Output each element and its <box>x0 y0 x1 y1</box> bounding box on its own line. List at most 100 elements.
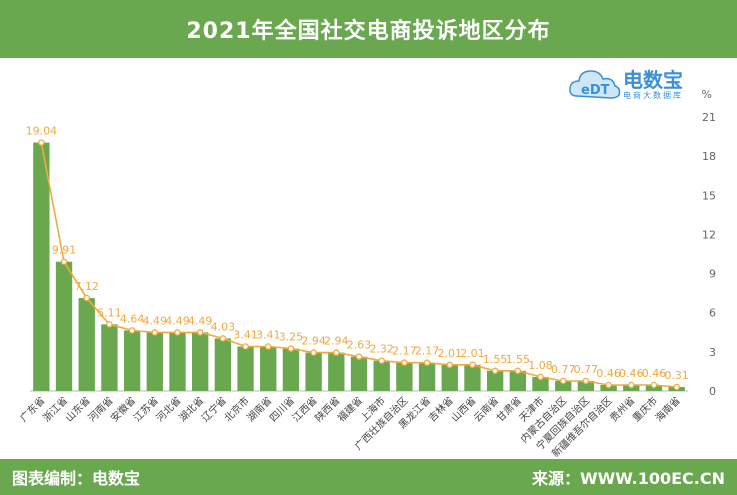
trend-point <box>219 335 227 342</box>
trend-point <box>378 357 385 364</box>
bar <box>214 338 232 391</box>
category-label: 安徽省 <box>108 394 138 424</box>
bar-chart: 0 3 6 9 12 15 18 21% 广东省浙江省山东省河南省安徽省江苏省河北省湖北省辽宁省… <box>17 88 716 459</box>
bar <box>146 332 163 391</box>
trend-point <box>605 381 612 389</box>
footer-editor: 图表编制：电数宝 <box>12 469 141 488</box>
trend-point <box>514 367 522 375</box>
data-label: 9.91 <box>52 244 77 257</box>
bar <box>441 364 458 391</box>
data-label: 4.49 <box>165 314 190 327</box>
data-label: 1.55 <box>483 353 508 366</box>
category-label: 重庆市 <box>630 394 660 424</box>
category-label: 云南省 <box>471 394 501 424</box>
trend-point <box>196 329 204 336</box>
logo-name: 电数宝 <box>623 68 683 92</box>
data-label: 2.94 <box>301 335 326 348</box>
trend-point <box>423 359 431 366</box>
data-label: 1.08 <box>528 359 553 372</box>
bar <box>101 324 118 391</box>
category-label: 北京市 <box>221 394 251 424</box>
bar <box>577 380 595 391</box>
category-label: 陕西省 <box>312 394 342 424</box>
trend-point <box>264 343 272 350</box>
data-label: 0.46 <box>642 367 667 380</box>
bar <box>396 362 413 391</box>
data-label: 19.04 <box>26 125 58 138</box>
bar <box>169 332 186 391</box>
logo-badge: eDT <box>581 83 610 98</box>
trend-point <box>628 381 635 389</box>
trend-point <box>582 377 590 385</box>
trend-point <box>151 329 159 336</box>
trend-point <box>38 139 45 146</box>
bar <box>373 360 390 391</box>
category-label: 贵州省 <box>607 394 637 424</box>
bar <box>260 346 277 391</box>
category-label: 河北省 <box>153 394 183 424</box>
category-label: 浙江省 <box>40 394 70 424</box>
y-tick-label: 15 <box>702 189 716 202</box>
trend-point <box>537 373 544 381</box>
trend-point <box>401 359 408 366</box>
category-label: 河南省 <box>85 394 115 424</box>
trend-point <box>559 377 567 385</box>
trend-point <box>242 343 249 350</box>
bar <box>350 356 368 391</box>
trend-point <box>355 353 363 360</box>
data-label: 2.17 <box>415 345 440 358</box>
category-label: 吉林省 <box>425 394 455 424</box>
data-label: 3.25 <box>279 331 304 344</box>
data-label: 0.46 <box>619 367 644 380</box>
trend-point <box>491 367 499 375</box>
bar <box>78 298 95 391</box>
category-label: 湖北省 <box>176 394 206 424</box>
data-label: 3.41 <box>233 329 258 342</box>
data-label: 4.64 <box>120 312 145 325</box>
trend-point <box>446 361 454 369</box>
trend-point <box>128 327 136 334</box>
y-tick-label: 21 <box>702 111 716 124</box>
bar <box>532 376 549 391</box>
trend-point <box>650 381 658 389</box>
bar <box>464 364 481 391</box>
data-label: 4.03 <box>211 320 236 333</box>
trend-point <box>310 349 317 356</box>
category-label: 福建省 <box>335 394 365 424</box>
chart-title: 2021年全国社交电商投诉地区分布 <box>0 0 737 58</box>
y-tick-label: 18 <box>702 150 716 163</box>
data-label: 5.11 <box>97 306 122 319</box>
footer: 图表编制：电数宝 来源：WWW.100EC.CN <box>0 459 737 495</box>
bar <box>418 362 436 391</box>
data-label: 2.63 <box>347 339 372 352</box>
logo: eDT 电数宝 电商大数据库 <box>567 62 707 104</box>
data-label: 0.46 <box>596 367 621 380</box>
logo-subtitle: 电商大数据库 <box>623 91 683 100</box>
category-label: 甘肃省 <box>494 394 524 424</box>
data-label: 4.49 <box>143 314 168 327</box>
cloud-logo-icon: eDT <box>569 70 621 99</box>
trend-point <box>174 329 181 336</box>
bar <box>123 330 141 391</box>
trend-point <box>83 294 90 302</box>
bar <box>486 370 504 391</box>
bar <box>305 352 322 391</box>
category-label: 辽宁省 <box>199 394 229 424</box>
category-label: 山东省 <box>62 394 92 424</box>
bar <box>282 348 300 391</box>
trend-point <box>333 349 340 356</box>
data-label: 0.77 <box>551 363 576 376</box>
bar <box>509 370 526 391</box>
data-label: 2.01 <box>438 347 463 360</box>
category-label: 海南省 <box>652 394 682 424</box>
data-label: 0.31 <box>664 369 689 382</box>
data-label: 1.55 <box>506 353 531 366</box>
category-label: 江苏省 <box>131 394 161 424</box>
bar <box>55 261 73 391</box>
data-label: 2.32 <box>369 343 394 356</box>
footer-source: 来源：WWW.100EC.CN <box>531 469 725 488</box>
bar <box>33 142 50 391</box>
data-label: 4.49 <box>188 314 213 327</box>
y-tick-label: 12 <box>702 228 716 241</box>
